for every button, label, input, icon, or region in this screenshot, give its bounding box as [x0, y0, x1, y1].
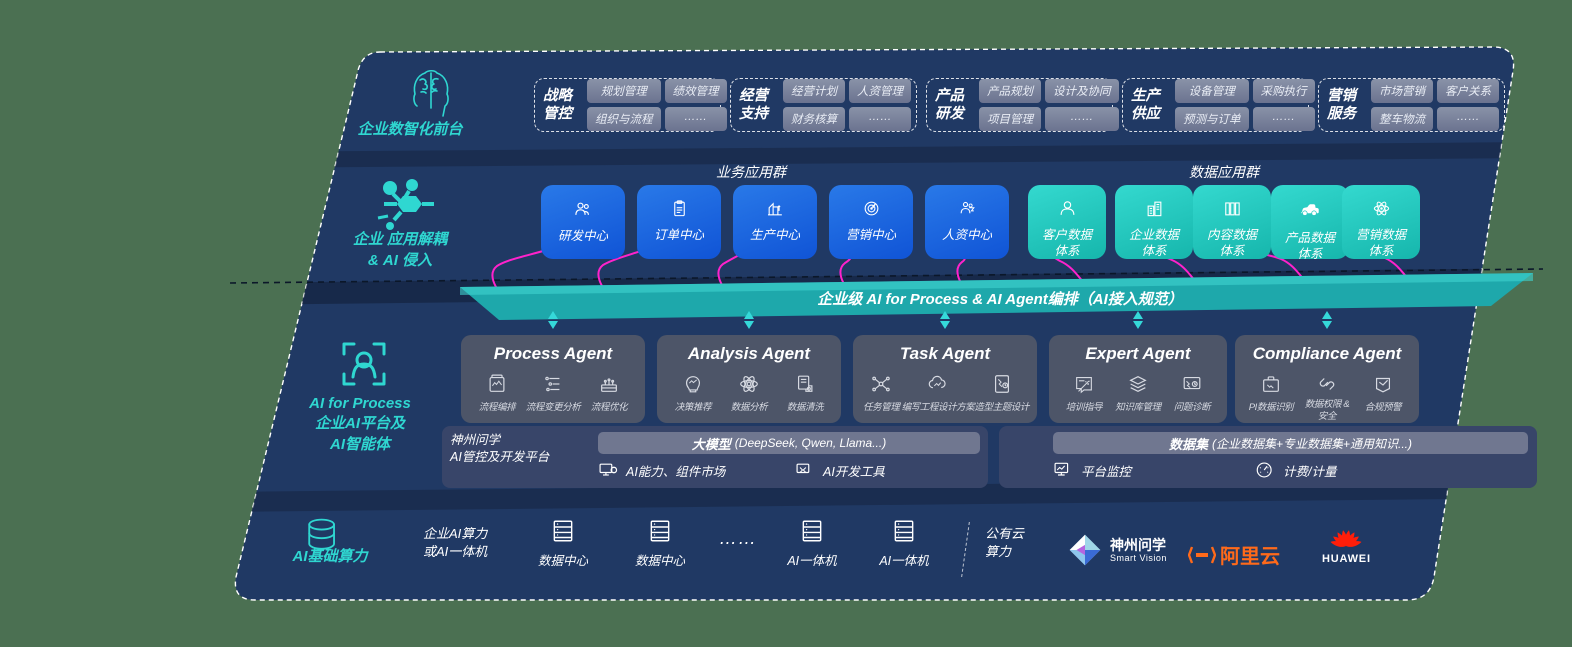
- svg-text:企业级 AI for Process & AI Agent编: 企业级 AI for Process & AI Agent编排（AI接入规范）: [817, 290, 1183, 308]
